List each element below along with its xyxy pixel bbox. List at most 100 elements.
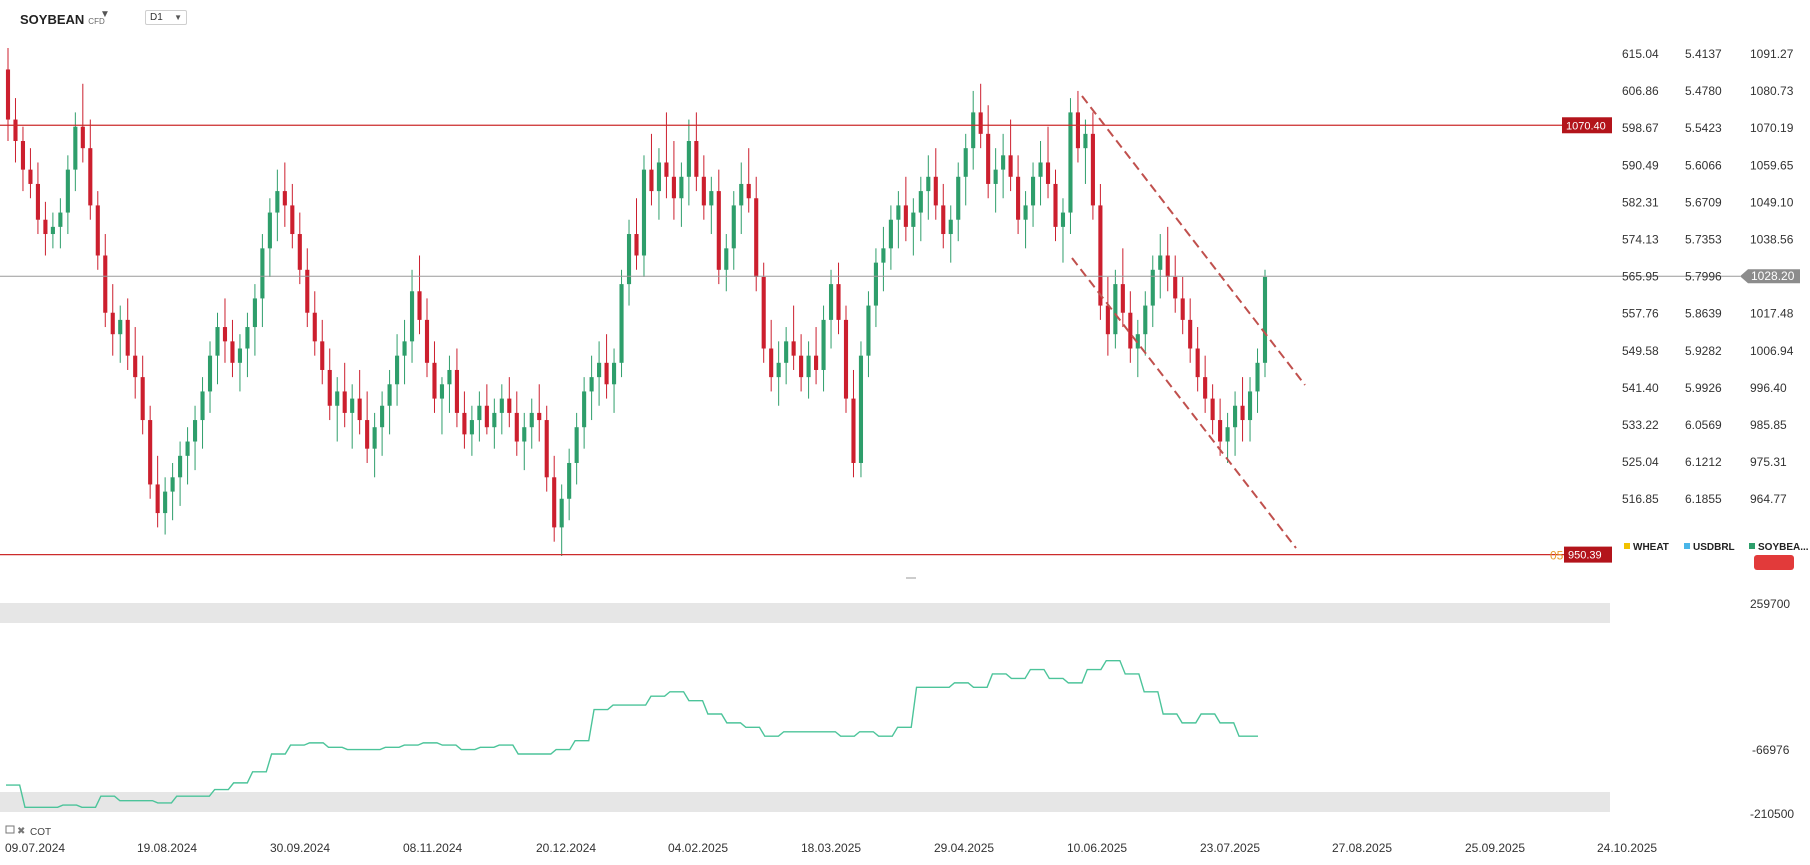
- candle-body: [484, 405, 489, 428]
- usdbrl-tick: 5.7996: [1685, 270, 1722, 284]
- candle-body: [1150, 269, 1155, 306]
- candle-body: [1128, 312, 1133, 349]
- candle-body: [1060, 212, 1066, 227]
- candle-body: [1247, 391, 1253, 421]
- candle-body: [417, 291, 422, 320]
- wheat-tick: 996.40: [1750, 381, 1787, 395]
- lines-layer: [0, 95, 1740, 579]
- candle-body: [380, 405, 385, 428]
- candle-body: [851, 398, 856, 463]
- chevron-down-icon: ▼: [174, 13, 182, 22]
- panel-icon: [5, 825, 15, 834]
- symbol-name: SOYBEAN: [20, 12, 85, 27]
- candle-body: [58, 212, 63, 227]
- candle-body: [941, 205, 946, 235]
- candle-body: [1016, 176, 1021, 220]
- candle-body: [1143, 305, 1148, 335]
- candle-body: [43, 219, 48, 235]
- timeframe-select[interactable]: D1 ▼: [145, 10, 187, 25]
- wheat-tick: 1070.19: [1750, 121, 1794, 135]
- candle-body: [582, 391, 587, 428]
- candle-body: [986, 133, 991, 184]
- candle-body: [522, 427, 527, 442]
- candle-body: [1023, 205, 1028, 220]
- price-tick: 598.67: [1622, 121, 1659, 135]
- usdbrl-tick: 5.4780: [1685, 84, 1722, 98]
- lower-line-label-bg: [1564, 546, 1612, 563]
- candle-body: [1038, 162, 1043, 177]
- candle-body: [1098, 205, 1103, 306]
- current-price-label: 1028.20: [1740, 269, 1800, 284]
- candle-body: [499, 398, 504, 413]
- wheat-tick: 1017.48: [1750, 307, 1794, 321]
- usdbrl-tick: 5.7353: [1685, 233, 1722, 247]
- candle-body: [469, 420, 474, 435]
- channel-lower-dashed-line: [1071, 257, 1297, 549]
- candle-body: [5, 69, 11, 120]
- candle-body: [956, 176, 961, 220]
- candle-body: [948, 219, 953, 235]
- symbol-title[interactable]: SOYBEAN CFD: [20, 12, 105, 27]
- candle-body: [103, 255, 108, 313]
- candle-body: [200, 391, 205, 421]
- candle-body: [260, 248, 265, 299]
- close-icon: ✖: [17, 826, 25, 837]
- lower-line-prefix: 05: [1550, 549, 1564, 563]
- price-tick: 533.22: [1622, 418, 1659, 432]
- candles-layer: [5, 48, 1268, 556]
- price-tick: 565.95: [1622, 270, 1659, 284]
- candle-body: [342, 391, 347, 413]
- usdbrl-tick: 5.5423: [1685, 121, 1722, 135]
- candle-body: [926, 176, 931, 192]
- candle-body: [843, 319, 849, 399]
- candle-body: [133, 355, 138, 378]
- candle-body: [73, 126, 78, 170]
- candle-body: [20, 141, 26, 170]
- candle-body: [140, 377, 145, 421]
- chevron-down-icon[interactable]: ▼: [100, 9, 110, 20]
- usdbrl-tick: 5.4137: [1685, 47, 1722, 61]
- candle-body: [454, 369, 459, 413]
- candle-body: [1001, 155, 1006, 170]
- candle-body: [1188, 319, 1193, 349]
- candle-body: [888, 219, 893, 249]
- candle-body: [828, 284, 834, 320]
- candle-body: [110, 312, 115, 335]
- candle-body: [971, 112, 976, 149]
- candle-body: [327, 369, 332, 406]
- timeframe-value: D1: [150, 12, 163, 23]
- candle-body: [1240, 405, 1245, 421]
- candle-body: [1158, 255, 1163, 270]
- legend-usdbrl: USDBRL: [1693, 542, 1735, 553]
- candle-body: [222, 327, 228, 342]
- candle-body: [567, 462, 572, 499]
- candle-body: [679, 176, 684, 199]
- candle-body: [245, 327, 250, 349]
- candle-body: [656, 162, 662, 192]
- date-axis: 09.07.2024 19.08.2024 30.09.2024 08.11.2024…: [5, 841, 1657, 855]
- candle-body: [335, 391, 340, 406]
- candle-body: [529, 412, 534, 428]
- cot-scale-mid: -66976: [1752, 743, 1790, 757]
- candle-body: [1113, 284, 1118, 335]
- candle-body: [694, 141, 699, 177]
- candle-body: [799, 355, 804, 378]
- candle-body: [701, 176, 706, 206]
- candle-body: [933, 176, 938, 206]
- candle-body: [170, 477, 175, 492]
- cot-scale-top: 259700: [1750, 597, 1790, 611]
- candle-body: [709, 191, 714, 206]
- candle-body: [432, 362, 437, 399]
- candle-body: [395, 355, 400, 385]
- wheat-tick: 1049.10: [1750, 195, 1794, 209]
- candle-body: [402, 341, 407, 356]
- legend-wheat: WHEAT: [1633, 542, 1669, 553]
- candle-body: [1105, 305, 1110, 335]
- candle-body: [275, 191, 280, 213]
- candle-body: [881, 248, 886, 263]
- date-tick: 20.12.2024: [536, 841, 596, 855]
- candle-body: [185, 441, 190, 456]
- candle-body: [155, 484, 160, 514]
- usdbrl-tick: 5.9282: [1685, 344, 1722, 358]
